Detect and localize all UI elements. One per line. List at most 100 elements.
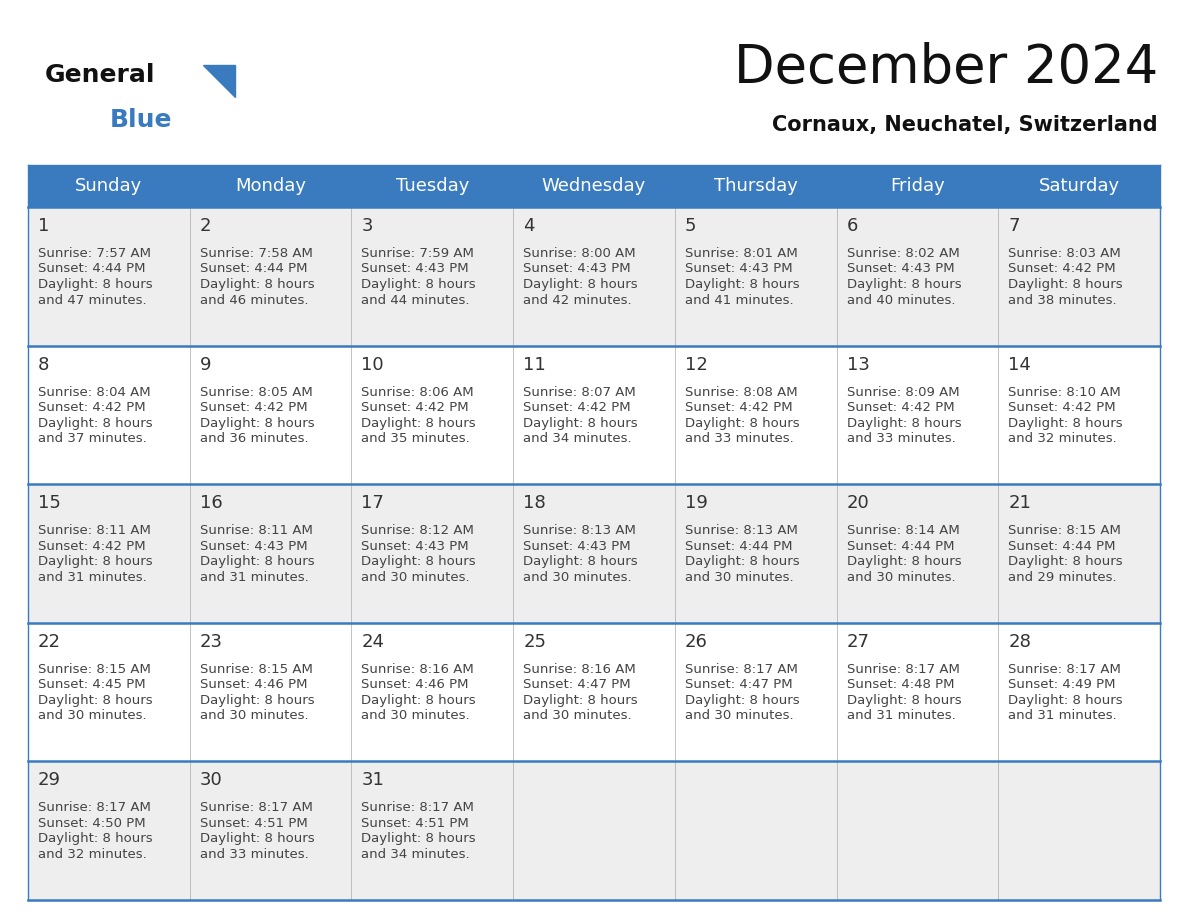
Text: and 31 minutes.: and 31 minutes.: [38, 571, 147, 584]
Text: Monday: Monday: [235, 177, 307, 195]
Text: and 31 minutes.: and 31 minutes.: [847, 710, 955, 722]
FancyBboxPatch shape: [29, 345, 1159, 484]
Polygon shape: [203, 65, 235, 97]
Text: Sunrise: 7:59 AM: Sunrise: 7:59 AM: [361, 247, 474, 260]
Text: 27: 27: [847, 633, 870, 651]
Text: Blue: Blue: [110, 108, 172, 132]
FancyBboxPatch shape: [29, 165, 1159, 207]
Text: Sunrise: 8:07 AM: Sunrise: 8:07 AM: [523, 386, 636, 398]
Text: Daylight: 8 hours: Daylight: 8 hours: [523, 417, 638, 430]
Text: and 32 minutes.: and 32 minutes.: [38, 848, 147, 861]
Text: Sunrise: 8:14 AM: Sunrise: 8:14 AM: [847, 524, 960, 537]
Text: 14: 14: [1009, 355, 1031, 374]
Text: and 30 minutes.: and 30 minutes.: [523, 571, 632, 584]
Text: 9: 9: [200, 355, 211, 374]
Text: Daylight: 8 hours: Daylight: 8 hours: [684, 278, 800, 291]
Text: 22: 22: [38, 633, 61, 651]
Text: Sunrise: 8:17 AM: Sunrise: 8:17 AM: [200, 801, 312, 814]
Text: Sunrise: 8:15 AM: Sunrise: 8:15 AM: [1009, 524, 1121, 537]
Text: 10: 10: [361, 355, 384, 374]
Text: 8: 8: [38, 355, 50, 374]
Text: Daylight: 8 hours: Daylight: 8 hours: [684, 555, 800, 568]
Text: Daylight: 8 hours: Daylight: 8 hours: [1009, 555, 1123, 568]
Text: Sunrise: 8:15 AM: Sunrise: 8:15 AM: [200, 663, 312, 676]
Text: Daylight: 8 hours: Daylight: 8 hours: [523, 278, 638, 291]
Text: Daylight: 8 hours: Daylight: 8 hours: [200, 555, 315, 568]
Text: and 31 minutes.: and 31 minutes.: [1009, 710, 1117, 722]
Text: 28: 28: [1009, 633, 1031, 651]
Text: Sunset: 4:42 PM: Sunset: 4:42 PM: [523, 401, 631, 414]
Text: Sunrise: 8:12 AM: Sunrise: 8:12 AM: [361, 524, 474, 537]
Text: 4: 4: [523, 217, 535, 235]
Text: Sunset: 4:42 PM: Sunset: 4:42 PM: [684, 401, 792, 414]
Text: Sunrise: 8:00 AM: Sunrise: 8:00 AM: [523, 247, 636, 260]
Text: Daylight: 8 hours: Daylight: 8 hours: [38, 694, 152, 707]
Text: and 30 minutes.: and 30 minutes.: [38, 710, 146, 722]
Text: Sunset: 4:43 PM: Sunset: 4:43 PM: [684, 263, 792, 275]
Text: General: General: [45, 63, 156, 87]
Text: Sunday: Sunday: [75, 177, 143, 195]
Text: Sunrise: 8:11 AM: Sunrise: 8:11 AM: [200, 524, 312, 537]
Text: Daylight: 8 hours: Daylight: 8 hours: [38, 417, 152, 430]
Text: Sunset: 4:44 PM: Sunset: 4:44 PM: [1009, 540, 1116, 553]
Text: Sunset: 4:47 PM: Sunset: 4:47 PM: [523, 678, 631, 691]
Text: Sunrise: 8:08 AM: Sunrise: 8:08 AM: [684, 386, 797, 398]
Text: Sunrise: 8:17 AM: Sunrise: 8:17 AM: [1009, 663, 1121, 676]
FancyBboxPatch shape: [29, 761, 1159, 900]
Text: 5: 5: [684, 217, 696, 235]
Text: Daylight: 8 hours: Daylight: 8 hours: [1009, 278, 1123, 291]
Text: Daylight: 8 hours: Daylight: 8 hours: [847, 555, 961, 568]
Text: and 41 minutes.: and 41 minutes.: [684, 294, 794, 307]
Text: and 33 minutes.: and 33 minutes.: [200, 848, 309, 861]
Text: Sunset: 4:44 PM: Sunset: 4:44 PM: [38, 263, 145, 275]
Text: Sunset: 4:42 PM: Sunset: 4:42 PM: [200, 401, 308, 414]
Text: Daylight: 8 hours: Daylight: 8 hours: [523, 555, 638, 568]
Text: and 33 minutes.: and 33 minutes.: [847, 432, 955, 445]
Text: Sunset: 4:46 PM: Sunset: 4:46 PM: [200, 678, 308, 691]
Text: Sunset: 4:44 PM: Sunset: 4:44 PM: [684, 540, 792, 553]
Text: 20: 20: [847, 494, 870, 512]
Text: Sunrise: 7:57 AM: Sunrise: 7:57 AM: [38, 247, 151, 260]
Text: Daylight: 8 hours: Daylight: 8 hours: [200, 278, 315, 291]
Text: 25: 25: [523, 633, 546, 651]
Text: 13: 13: [847, 355, 870, 374]
Text: Daylight: 8 hours: Daylight: 8 hours: [847, 278, 961, 291]
Text: and 30 minutes.: and 30 minutes.: [200, 710, 309, 722]
Text: 11: 11: [523, 355, 546, 374]
Text: and 30 minutes.: and 30 minutes.: [523, 710, 632, 722]
Text: Daylight: 8 hours: Daylight: 8 hours: [1009, 417, 1123, 430]
Text: 24: 24: [361, 633, 385, 651]
Text: and 46 minutes.: and 46 minutes.: [200, 294, 308, 307]
Text: and 33 minutes.: and 33 minutes.: [684, 432, 794, 445]
Text: Sunset: 4:44 PM: Sunset: 4:44 PM: [847, 540, 954, 553]
Text: Sunset: 4:46 PM: Sunset: 4:46 PM: [361, 678, 469, 691]
Text: Sunrise: 8:13 AM: Sunrise: 8:13 AM: [523, 524, 636, 537]
Text: Wednesday: Wednesday: [542, 177, 646, 195]
Text: 15: 15: [38, 494, 61, 512]
Text: Sunrise: 8:09 AM: Sunrise: 8:09 AM: [847, 386, 959, 398]
Text: Sunrise: 8:05 AM: Sunrise: 8:05 AM: [200, 386, 312, 398]
Text: Daylight: 8 hours: Daylight: 8 hours: [38, 278, 152, 291]
Text: Cornaux, Neuchatel, Switzerland: Cornaux, Neuchatel, Switzerland: [772, 115, 1158, 135]
Text: 26: 26: [684, 633, 708, 651]
Text: Sunrise: 8:16 AM: Sunrise: 8:16 AM: [523, 663, 636, 676]
Text: 21: 21: [1009, 494, 1031, 512]
Text: and 30 minutes.: and 30 minutes.: [361, 710, 470, 722]
Text: Sunset: 4:42 PM: Sunset: 4:42 PM: [38, 401, 146, 414]
Text: Sunset: 4:42 PM: Sunset: 4:42 PM: [1009, 401, 1116, 414]
Text: Sunrise: 8:17 AM: Sunrise: 8:17 AM: [684, 663, 797, 676]
Text: Sunset: 4:43 PM: Sunset: 4:43 PM: [200, 540, 308, 553]
FancyBboxPatch shape: [29, 484, 1159, 622]
Text: Daylight: 8 hours: Daylight: 8 hours: [200, 417, 315, 430]
Text: Sunset: 4:43 PM: Sunset: 4:43 PM: [361, 263, 469, 275]
Text: Daylight: 8 hours: Daylight: 8 hours: [684, 694, 800, 707]
Text: Sunset: 4:43 PM: Sunset: 4:43 PM: [847, 263, 954, 275]
Text: and 44 minutes.: and 44 minutes.: [361, 294, 470, 307]
Text: 17: 17: [361, 494, 384, 512]
Text: Sunset: 4:43 PM: Sunset: 4:43 PM: [523, 263, 631, 275]
Text: 18: 18: [523, 494, 546, 512]
Text: Sunset: 4:47 PM: Sunset: 4:47 PM: [684, 678, 792, 691]
Text: Sunset: 4:51 PM: Sunset: 4:51 PM: [361, 817, 469, 830]
Text: and 30 minutes.: and 30 minutes.: [847, 571, 955, 584]
Text: 31: 31: [361, 771, 384, 789]
